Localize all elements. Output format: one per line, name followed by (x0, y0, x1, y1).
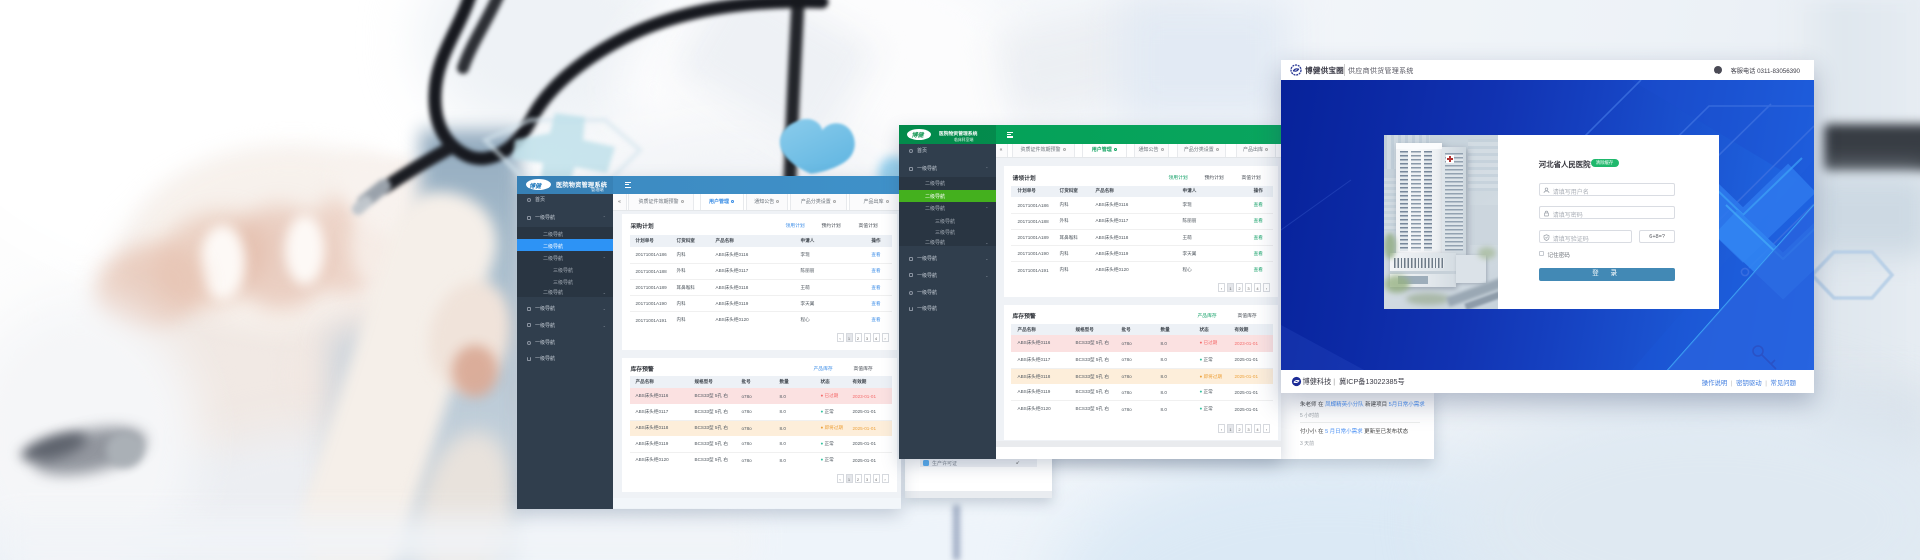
svg-text:博健: 博健 (529, 182, 542, 190)
svg-text:博健: 博健 (912, 131, 925, 139)
